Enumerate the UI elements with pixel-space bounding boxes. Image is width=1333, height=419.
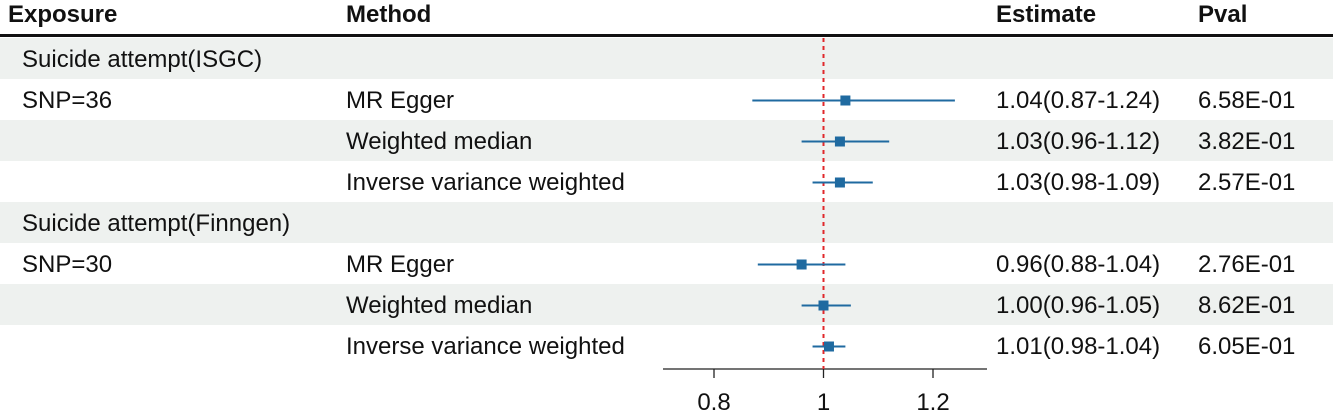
estimate-cell: 1.04(0.87-1.24)	[996, 86, 1161, 114]
point-estimate	[840, 95, 851, 106]
pval-cell: 2.57E-01	[1198, 168, 1296, 196]
pval-cell: 3.82E-01	[1198, 127, 1296, 155]
pval-cell: 6.58E-01	[1198, 86, 1296, 114]
header-pval: Pval	[1198, 1, 1248, 28]
method-cell: Weighted median	[346, 127, 533, 155]
method-cell: Inverse variance weighted	[346, 168, 625, 196]
point-estimate	[818, 300, 829, 311]
estimate-cell: 1.01(0.98-1.04)	[996, 332, 1161, 360]
exposure-cell: Suicide attempt(Finngen)	[22, 209, 291, 237]
point-estimate	[823, 341, 834, 352]
point-estimate	[834, 136, 845, 147]
exposure-cell: Suicide attempt(ISGC)	[22, 45, 263, 73]
header-rule	[0, 34, 1333, 37]
estimate-cell: 0.96(0.88-1.04)	[996, 250, 1161, 278]
header-method: Method	[346, 1, 432, 28]
method-cell: MR Egger	[346, 86, 455, 114]
x-tick-label: 1	[817, 389, 830, 416]
estimate-cell: 1.03(0.98-1.09)	[996, 168, 1161, 196]
header-estimate: Estimate	[996, 1, 1097, 28]
pval-cell: 8.62E-01	[1198, 291, 1296, 319]
exposure-cell: SNP=30	[22, 250, 113, 278]
estimate-cell: 1.03(0.96-1.12)	[996, 127, 1161, 155]
pval-cell: 6.05E-01	[1198, 332, 1296, 360]
x-tick-label: 1.2	[916, 389, 949, 416]
estimate-cell: 1.00(0.96-1.05)	[996, 291, 1161, 319]
point-estimate	[796, 259, 807, 270]
point-estimate	[834, 177, 845, 188]
pval-cell: 2.76E-01	[1198, 250, 1296, 278]
method-cell: MR Egger	[346, 250, 455, 278]
row-band	[0, 284, 1333, 325]
row-band	[0, 120, 1333, 161]
header-exposure: Exposure	[8, 1, 118, 28]
method-cell: Inverse variance weighted	[346, 332, 625, 360]
method-cell: Weighted median	[346, 291, 533, 319]
x-tick-label: 0.8	[697, 389, 730, 416]
exposure-cell: SNP=36	[22, 86, 113, 114]
row-band	[0, 202, 1333, 243]
row-band	[0, 38, 1333, 79]
